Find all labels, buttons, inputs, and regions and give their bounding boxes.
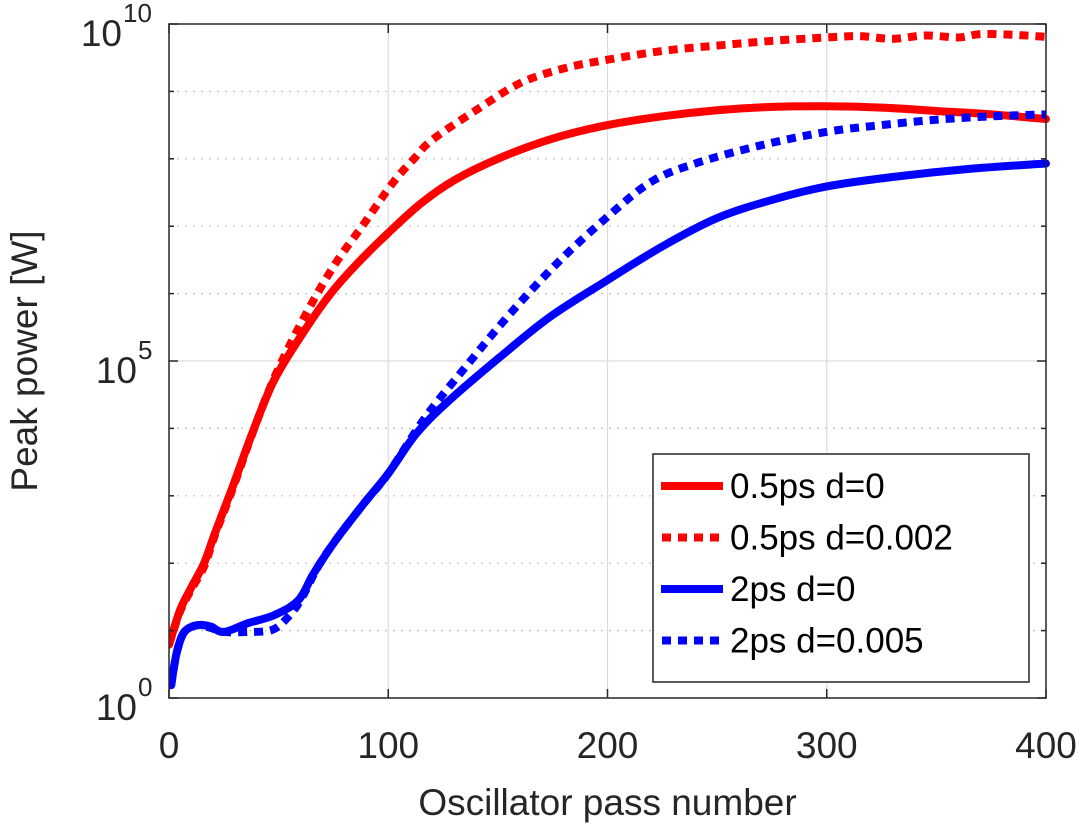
legend-label: 0.5ps d=0.002	[730, 519, 953, 558]
legend-label: 0.5ps d=0	[730, 467, 885, 506]
y-axis-label: Peak power [W]	[4, 230, 45, 491]
x-tick-label: 200	[577, 725, 639, 766]
y-tick-label-exponent: 0	[138, 672, 152, 702]
legend: 0.5ps d=0 0.5ps d=0.002 2ps d=0 2ps d=0.005	[652, 453, 1030, 683]
x-tick-label: 400	[1015, 725, 1077, 766]
series-layer	[169, 29, 1050, 690]
legend-entry: 0.5ps d=0.002	[662, 519, 953, 558]
series-line-2ps-d-0-005	[169, 110, 1047, 686]
y-tick-label: 10 5	[96, 335, 153, 391]
x-tick-label: 0	[159, 725, 180, 766]
series-line-0-5ps-d-0	[169, 102, 1050, 649]
legend-entry: 2ps d=0	[661, 570, 856, 609]
ticks	[168, 23, 1047, 699]
series-line-0-5ps-d-0-002	[169, 29, 1047, 647]
legend-label: 2ps d=0.005	[730, 622, 924, 661]
y-tick-label-base: 10	[96, 350, 137, 391]
x-tick-label: 100	[357, 725, 419, 766]
legend-entry: 2ps d=0.005	[662, 622, 924, 661]
y-tick-label-exponent: 5	[138, 335, 152, 365]
y-tick-label: 10 0	[96, 672, 153, 728]
y-tick-label-base: 10	[81, 13, 122, 54]
y-tick-label-base: 10	[96, 687, 137, 728]
x-tick-label: 300	[796, 725, 858, 766]
x-axis-label: Oscillator pass number	[418, 782, 796, 823]
legend-label: 2ps d=0	[730, 570, 856, 609]
y-tick-label: 10 10	[81, 0, 152, 54]
y-tick-label-exponent: 10	[123, 0, 152, 28]
legend-entry: 0.5ps d=0	[661, 467, 885, 506]
x-tick-labels: 0 100 200 300 400	[159, 725, 1077, 766]
